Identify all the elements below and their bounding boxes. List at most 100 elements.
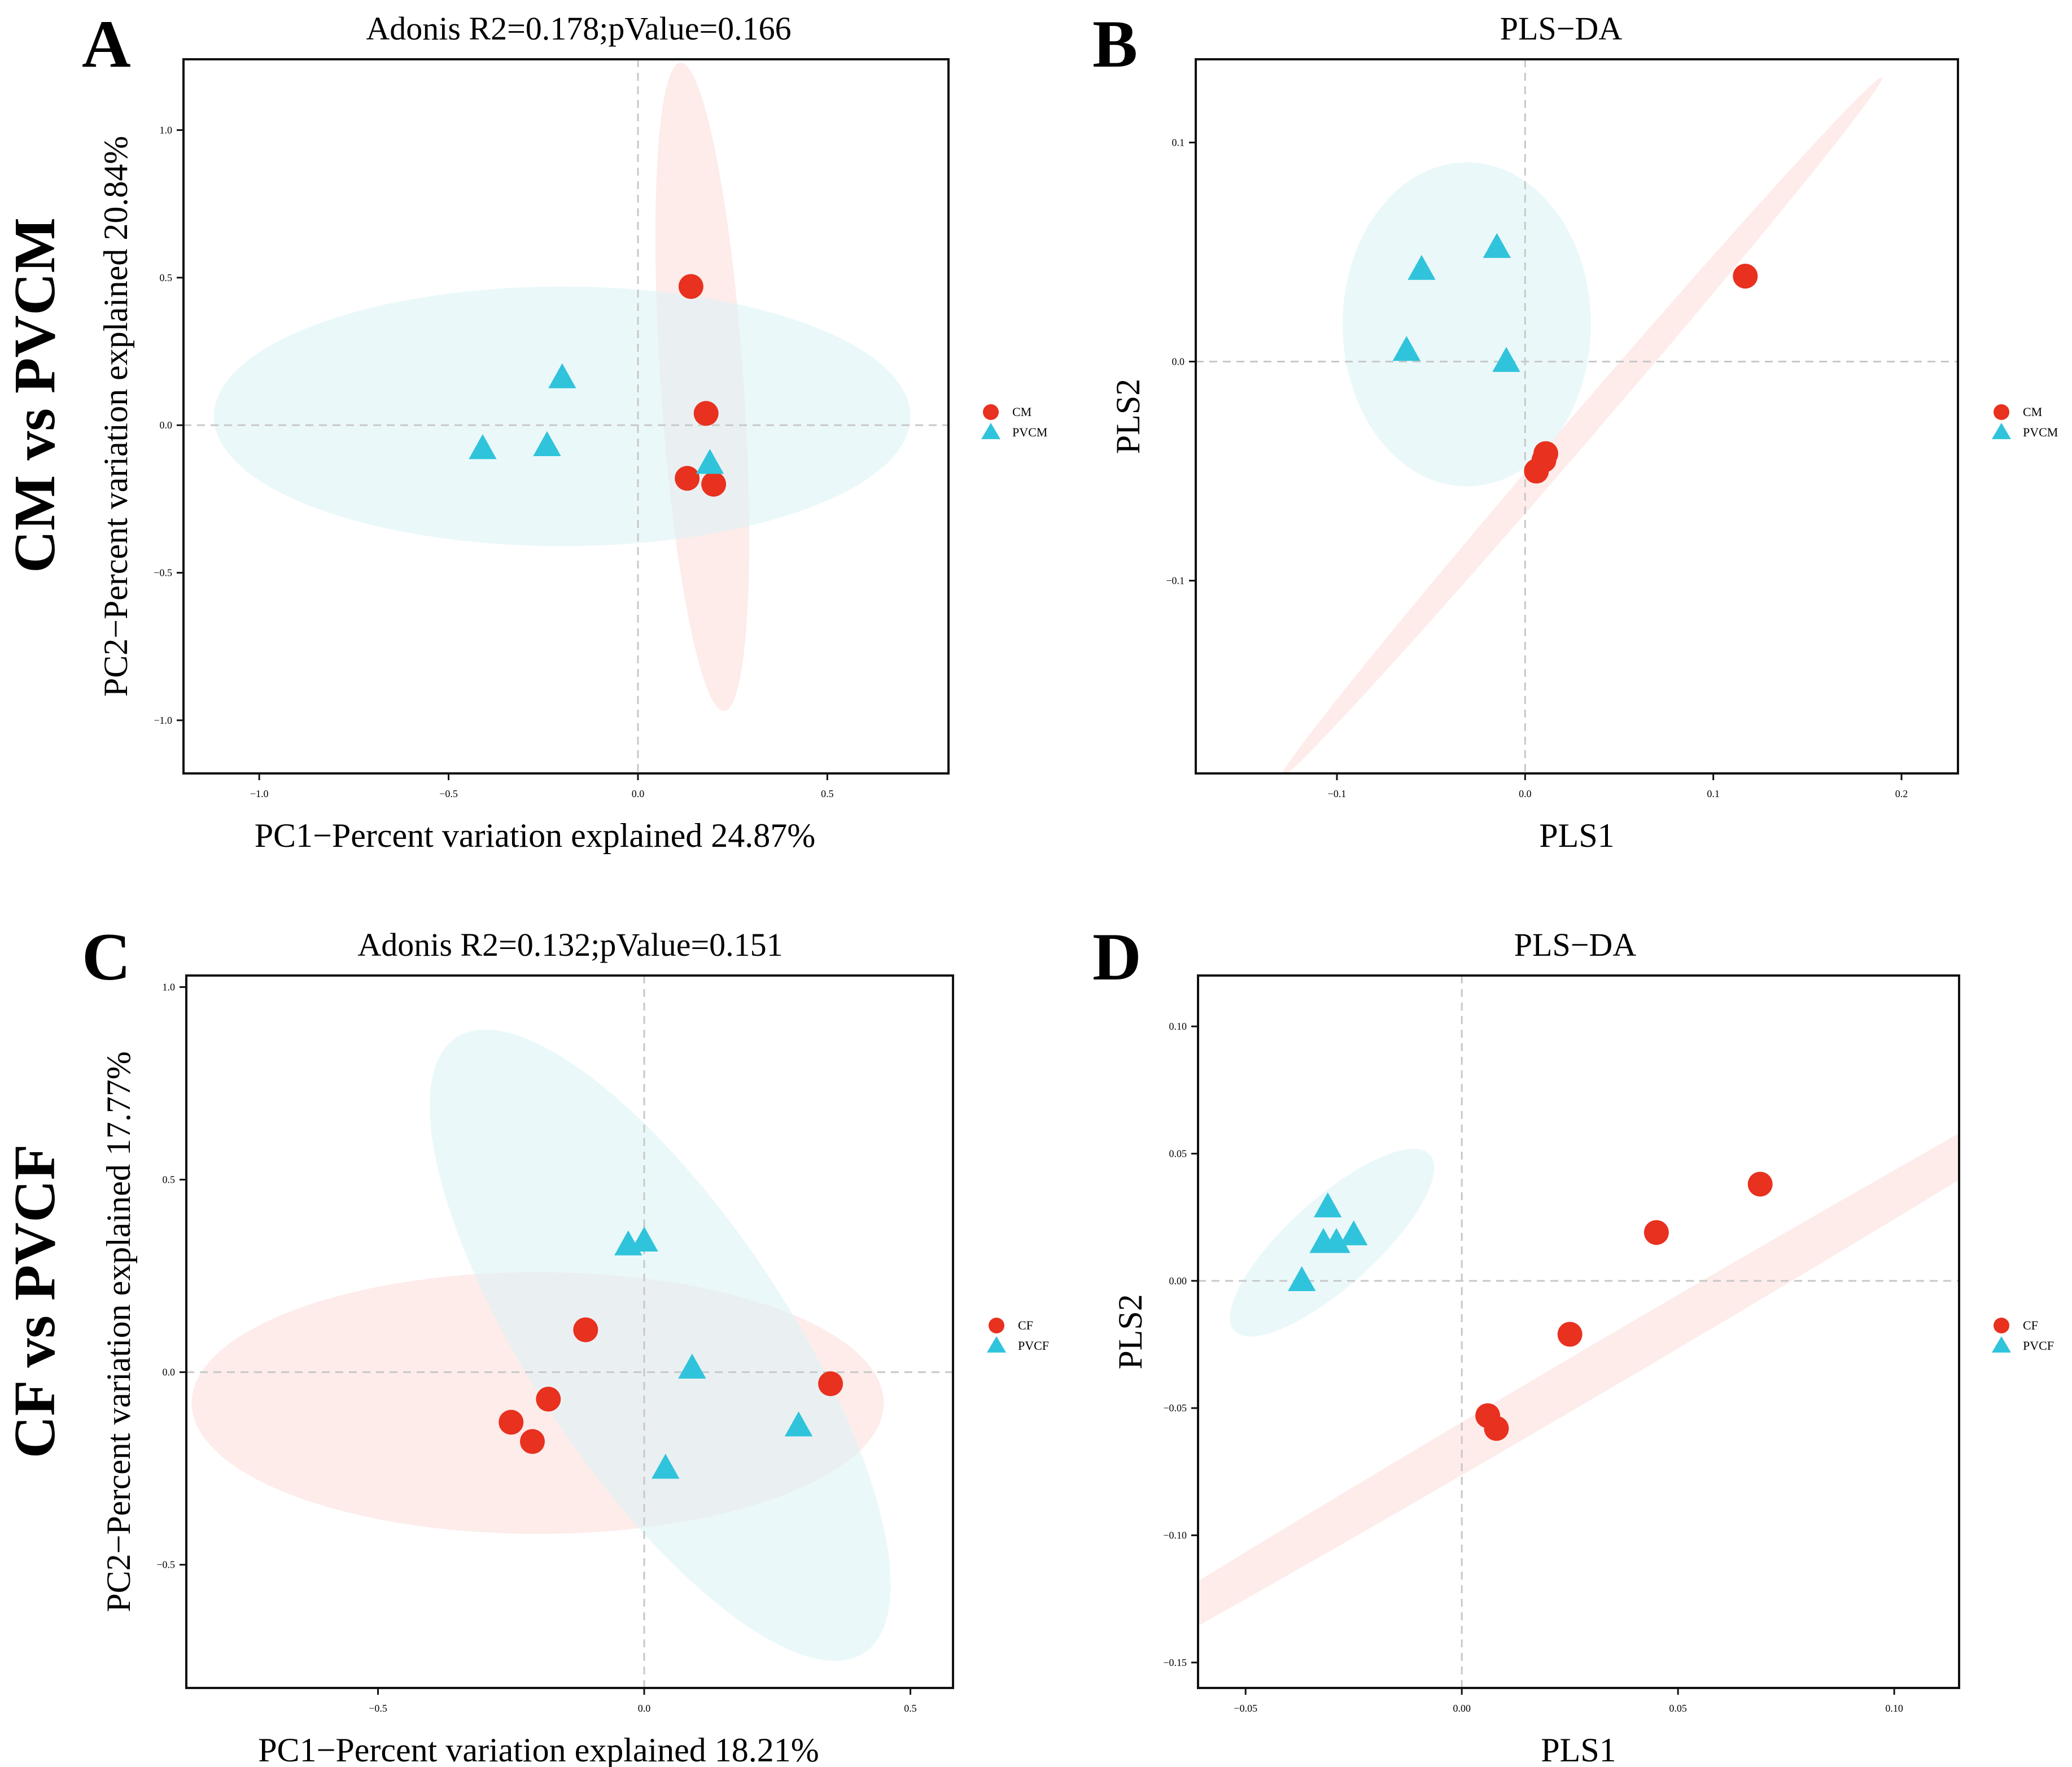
panel-c-y-tick-label-1: −0.5 xyxy=(156,1559,175,1571)
panel-d-y-axis-label: PLS2 xyxy=(1112,1294,1149,1369)
panel-a-legend-label-pvcm: PVCM xyxy=(1012,425,1047,439)
panel-d-point-cf-5 xyxy=(1484,1416,1509,1441)
panel-c-x-axis-label: PC1−Percent variation explained 18.21% xyxy=(258,1731,819,1767)
panel-b-y-tick-label-3: 0.1 xyxy=(1172,137,1185,148)
panel-c-x-tick-label-2: 0.0 xyxy=(638,1703,651,1714)
panel-c-point-cf-2 xyxy=(536,1387,561,1412)
panel-d-title: PLS−DA xyxy=(1514,926,1637,963)
panel-b-x-tick-label-2: 0.0 xyxy=(1519,788,1532,799)
panel-c-x-tick-label-1: −0.5 xyxy=(369,1703,387,1714)
row-label-cm-vs-pvcm: CM vs PVCM xyxy=(2,217,67,573)
panel-a-y-tick-label-1: −1.0 xyxy=(154,715,172,726)
panel-d-plot-area xyxy=(1198,976,1959,1688)
panel-a-legend-marker-pvcm xyxy=(981,423,1000,439)
panel-d-point-cf-2 xyxy=(1643,1220,1669,1245)
panel-a-x-tick-label-4: 0.5 xyxy=(821,788,834,799)
panel-d-y-tick-label-2: −0.10 xyxy=(1163,1530,1187,1541)
panel-c-y-axis-label: PC2−Percent variation explained 17.77% xyxy=(100,1051,137,1612)
panel-b-plsda-plot: PLS−DA −0.1 0.0 0.1 0.2 −0.1 0.0 0.1 PLS1 PLS2 CM P… xyxy=(1109,10,2058,854)
panel-d-x-tick-label-3: 0.05 xyxy=(1669,1703,1687,1714)
panel-a-x-tick-label-1: −1.0 xyxy=(250,788,269,799)
panel-c-legend: CF PVCF xyxy=(987,1318,1049,1353)
panel-letter-c: C xyxy=(82,919,131,994)
panel-d-x-tick-label-4: 0.10 xyxy=(1885,1703,1903,1714)
panel-b-y-tick-label-2: 0.0 xyxy=(1172,356,1185,367)
panel-b-legend-marker-pvcm xyxy=(1992,423,2011,439)
panel-a-point-cm-3 xyxy=(675,466,700,491)
panel-c-legend-marker-cf xyxy=(989,1318,1004,1333)
panel-c-y-tick-label-2: 0.0 xyxy=(163,1367,176,1378)
panel-b-plot-area xyxy=(1196,59,1958,773)
panel-c-y-tick-label-4: 1.0 xyxy=(163,981,176,992)
panel-a-frame xyxy=(182,58,950,775)
panel-a-y-tick-label-5: 1.0 xyxy=(160,124,173,135)
panel-a-plot-area xyxy=(183,59,948,773)
panel-a-x-axis-label: PC1−Percent variation explained 24.87% xyxy=(255,817,816,854)
panel-a-y-tick-label-2: −0.5 xyxy=(154,567,172,579)
panel-a-point-cm-1 xyxy=(678,274,703,299)
panel-b-point-cm-4 xyxy=(1524,458,1549,484)
panel-a-ellipse-pvcm xyxy=(213,286,911,546)
panel-d-point-pvcf-3 xyxy=(1322,1228,1350,1253)
panel-c-point-pvcf-3 xyxy=(678,1353,706,1379)
row-label-cf-vs-pvcf: CF vs PVCF xyxy=(2,1144,67,1459)
panel-d-y-tick-label-4: 0.00 xyxy=(1169,1275,1187,1287)
panel-a-x-tick-label-3: 0.0 xyxy=(632,788,645,799)
panel-c-title: Adonis R2=0.132;pValue=0.151 xyxy=(357,926,783,963)
panel-d-x-tick-label-2: 0.00 xyxy=(1453,1703,1471,1714)
panel-d-legend-marker-pvcf xyxy=(1992,1336,2011,1353)
panel-d-legend: CF PVCF xyxy=(1992,1318,2054,1353)
panel-c-point-pvcf-4 xyxy=(652,1454,680,1479)
panel-b-legend-label-cm: CM xyxy=(2023,405,2042,419)
panel-a-y-tick-label-4: 0.5 xyxy=(160,272,173,283)
panel-c-point-cf-4 xyxy=(519,1429,545,1454)
panel-b-x-tick-label-1: −0.1 xyxy=(1328,788,1347,799)
panel-letter-b: B xyxy=(1092,6,1138,81)
panel-d-point-pvcf-1 xyxy=(1314,1192,1342,1218)
panel-b-y-tick-label-1: −0.1 xyxy=(1166,575,1184,587)
panel-c-legend-label-pvcf: PVCF xyxy=(1018,1339,1049,1353)
panel-b-point-pvcm-4 xyxy=(1492,347,1520,372)
panel-b-point-pvcm-3 xyxy=(1392,336,1421,361)
panel-c-point-pvcf-5 xyxy=(784,1411,813,1437)
panel-a-point-pvcm-1 xyxy=(548,363,576,388)
panel-d-x-axis-label: PLS1 xyxy=(1541,1731,1616,1767)
panel-b-title: PLS−DA xyxy=(1500,10,1623,47)
panel-b-ellipse-cm xyxy=(1282,77,1883,773)
panel-c-x-tick-label-3: 0.5 xyxy=(904,1703,917,1714)
panel-d-legend-label-pvcf: PVCF xyxy=(2023,1339,2054,1353)
panel-d-ellipse-cf xyxy=(1198,1133,1959,1626)
panel-d-y-tick-label-3: −0.05 xyxy=(1163,1402,1187,1414)
panel-c-pcoa-plot: Adonis R2=0.132;pValue=0.151 −0.5 0.0 0.5 −0… xyxy=(100,926,1049,1767)
panel-d-y-tick-label-1: −0.15 xyxy=(1163,1657,1187,1668)
panel-d-x-tick-label-1: −0.05 xyxy=(1234,1703,1257,1714)
panel-c-plot-area xyxy=(186,976,953,1688)
panel-c-frame xyxy=(185,974,954,1689)
panel-a-point-pvcm-4 xyxy=(696,449,724,474)
panel-d-legend-marker-cf xyxy=(1994,1318,2009,1333)
panel-b-x-axis-label: PLS1 xyxy=(1539,817,1614,854)
panel-d-y-tick-label-5: 0.05 xyxy=(1169,1148,1187,1160)
panel-b-ellipse-pvcm xyxy=(1343,162,1591,487)
panel-a-x-tick-label-2: −0.5 xyxy=(439,788,458,799)
panel-a-point-cm-2 xyxy=(693,401,719,426)
panel-d-point-cf-3 xyxy=(1557,1322,1583,1347)
panel-d-point-pvcf-4 xyxy=(1340,1220,1368,1245)
panel-d-plsda-plot: PLS−DA −0.05 0.00 0.05 0.10 −0.15 −0.10 −0.05 0.… xyxy=(1112,926,2054,1767)
panel-b-y-axis-label: PLS2 xyxy=(1109,379,1147,454)
panel-c-point-pvcf-2 xyxy=(630,1226,658,1252)
panel-a-point-cm-4 xyxy=(701,471,727,497)
panel-a-legend-marker-cm xyxy=(983,404,999,420)
panel-c-point-cf-5 xyxy=(818,1371,843,1397)
panel-a-y-tick-label-3: 0.0 xyxy=(160,419,173,431)
panel-a-legend-label-cm: CM xyxy=(1012,405,1031,419)
panel-c-point-cf-3 xyxy=(499,1410,524,1435)
panel-b-point-cm-1 xyxy=(1733,264,1758,289)
panel-a-legend: CM PVCM xyxy=(981,404,1047,439)
panel-a-title: Adonis R2=0.178;pValue=0.166 xyxy=(366,10,791,47)
panel-c-legend-marker-pvcf xyxy=(987,1336,1006,1353)
panel-b-legend: CM PVCM xyxy=(1992,404,2058,439)
panel-d-frame xyxy=(1197,974,1960,1689)
panel-a-y-axis-label: PC2−Percent variation explained 20.84% xyxy=(97,136,134,697)
panel-b-point-pvcm-2 xyxy=(1483,233,1511,258)
